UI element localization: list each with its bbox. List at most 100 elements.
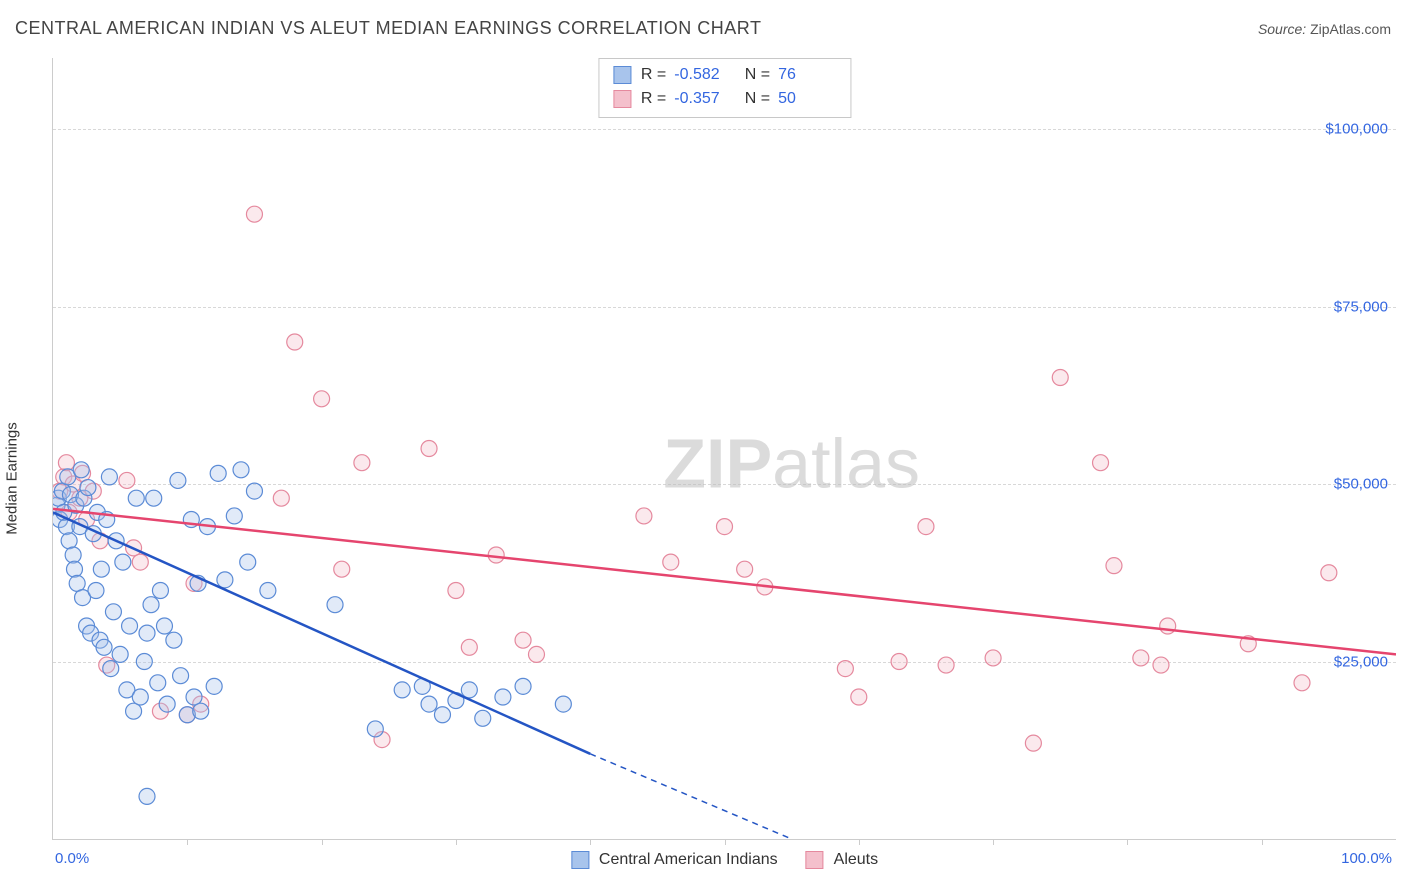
source-prefix: Source: bbox=[1258, 21, 1306, 37]
data-point-aleut bbox=[461, 639, 477, 655]
stat-r-aleut: -0.357 bbox=[674, 87, 732, 111]
data-point-cai bbox=[217, 572, 233, 588]
data-point-aleut bbox=[314, 391, 330, 407]
gridline bbox=[53, 662, 1396, 663]
data-point-cai bbox=[421, 696, 437, 712]
data-point-aleut bbox=[528, 646, 544, 662]
data-point-aleut bbox=[918, 519, 934, 535]
data-point-cai bbox=[61, 533, 77, 549]
data-point-aleut bbox=[515, 632, 531, 648]
data-point-aleut bbox=[717, 519, 733, 535]
x-minor-tick bbox=[859, 839, 860, 845]
data-point-cai bbox=[173, 668, 189, 684]
data-point-cai bbox=[210, 465, 226, 481]
data-point-cai bbox=[54, 483, 70, 499]
x-minor-tick bbox=[187, 839, 188, 845]
data-point-aleut bbox=[1106, 558, 1122, 574]
bottom-legend: Central American Indians Aleuts bbox=[571, 851, 878, 869]
legend-item-cai: Central American Indians bbox=[571, 851, 778, 869]
data-point-cai bbox=[75, 590, 91, 606]
plot-area: R = -0.582 N = 76 R = -0.357 N = 50 0.0%… bbox=[52, 58, 1396, 840]
data-point-aleut bbox=[1093, 455, 1109, 471]
stat-n-label: N = bbox=[740, 63, 770, 87]
data-point-cai bbox=[206, 678, 222, 694]
data-point-aleut bbox=[1133, 650, 1149, 666]
data-point-aleut bbox=[56, 469, 72, 485]
data-point-aleut bbox=[488, 547, 504, 563]
data-point-cai bbox=[495, 689, 511, 705]
x-minor-tick bbox=[725, 839, 726, 845]
stat-n-label: N = bbox=[740, 87, 770, 111]
data-point-aleut bbox=[92, 533, 108, 549]
data-point-cai bbox=[72, 519, 88, 535]
data-point-aleut bbox=[152, 703, 168, 719]
gridline bbox=[53, 129, 1396, 130]
data-point-cai bbox=[183, 512, 199, 528]
data-point-aleut bbox=[1052, 370, 1068, 386]
x-axis-min-label: 0.0% bbox=[55, 850, 89, 867]
data-point-aleut bbox=[851, 689, 867, 705]
data-point-aleut bbox=[636, 508, 652, 524]
swatch-cai bbox=[613, 66, 631, 84]
data-point-cai bbox=[66, 561, 82, 577]
data-point-cai bbox=[69, 575, 85, 591]
stat-n-aleut: 50 bbox=[778, 87, 836, 111]
data-point-aleut bbox=[757, 579, 773, 595]
x-minor-tick bbox=[456, 839, 457, 845]
data-point-aleut bbox=[287, 334, 303, 350]
data-point-cai bbox=[260, 583, 276, 599]
data-point-cai bbox=[76, 490, 92, 506]
y-axis-label: Median Earnings bbox=[4, 422, 21, 535]
regression-line-aleut bbox=[53, 509, 1396, 655]
data-point-cai bbox=[226, 508, 242, 524]
data-point-aleut bbox=[85, 483, 101, 499]
data-point-cai bbox=[80, 480, 96, 496]
data-point-cai bbox=[105, 604, 121, 620]
y-tick-label: $50,000 bbox=[1334, 476, 1388, 493]
data-point-cai bbox=[475, 710, 491, 726]
data-point-cai bbox=[96, 639, 112, 655]
y-tick-label: $75,000 bbox=[1334, 298, 1388, 315]
data-point-aleut bbox=[72, 490, 88, 506]
data-point-cai bbox=[146, 490, 162, 506]
data-point-aleut bbox=[246, 206, 262, 222]
stats-legend-box: R = -0.582 N = 76 R = -0.357 N = 50 bbox=[598, 58, 851, 118]
legend-label-cai: Central American Indians bbox=[599, 851, 778, 869]
data-point-cai bbox=[166, 632, 182, 648]
data-point-aleut bbox=[1025, 735, 1041, 751]
data-point-cai bbox=[93, 561, 109, 577]
data-point-cai bbox=[85, 526, 101, 542]
data-point-aleut bbox=[421, 441, 437, 457]
data-point-cai bbox=[88, 583, 104, 599]
x-minor-tick bbox=[1262, 839, 1263, 845]
regression-line-cai bbox=[53, 512, 590, 753]
data-point-aleut bbox=[374, 732, 390, 748]
stat-r-label: R = bbox=[641, 87, 666, 111]
data-point-aleut bbox=[79, 512, 95, 528]
data-point-cai bbox=[190, 575, 206, 591]
data-point-cai bbox=[143, 597, 159, 613]
x-axis-max-label: 100.0% bbox=[1341, 850, 1392, 867]
data-point-cai bbox=[83, 625, 99, 641]
x-minor-tick bbox=[590, 839, 591, 845]
x-minor-tick bbox=[322, 839, 323, 845]
stats-row-cai: R = -0.582 N = 76 bbox=[613, 63, 836, 87]
legend-item-aleut: Aleuts bbox=[806, 851, 878, 869]
stat-r-label: R = bbox=[641, 63, 666, 87]
data-point-cai bbox=[73, 462, 89, 478]
data-point-cai bbox=[156, 618, 172, 634]
data-point-aleut bbox=[1321, 565, 1337, 581]
data-point-cai bbox=[327, 597, 343, 613]
data-point-cai bbox=[152, 583, 168, 599]
data-point-aleut bbox=[99, 657, 115, 673]
data-point-aleut bbox=[938, 657, 954, 673]
data-point-cai bbox=[132, 689, 148, 705]
data-point-aleut bbox=[119, 472, 135, 488]
data-point-aleut bbox=[334, 561, 350, 577]
source-attribution: Source: ZipAtlas.com bbox=[1258, 21, 1391, 37]
data-point-cai bbox=[68, 497, 84, 513]
data-point-aleut bbox=[193, 696, 209, 712]
stats-row-aleut: R = -0.357 N = 50 bbox=[613, 87, 836, 111]
data-point-cai bbox=[58, 519, 74, 535]
x-minor-tick bbox=[993, 839, 994, 845]
